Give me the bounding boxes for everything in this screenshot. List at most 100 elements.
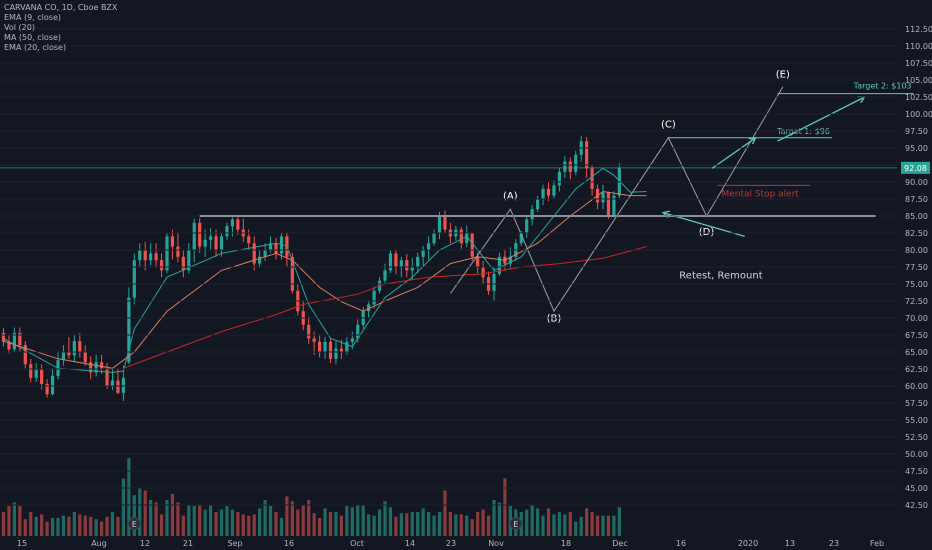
y-tick-label: 70.00: [905, 314, 928, 323]
volume-bar: [536, 508, 540, 536]
volume-bar: [318, 518, 322, 536]
x-tick-label: 2020: [738, 539, 758, 548]
candle-body: [132, 260, 136, 298]
candle-body: [7, 341, 11, 350]
earnings-marker: [509, 517, 523, 530]
wave-label: (C): [661, 120, 676, 131]
candle-body: [121, 377, 125, 393]
volume-bar: [307, 500, 311, 536]
earnings-marker-label: E: [513, 520, 518, 529]
volume-bar: [427, 512, 431, 536]
candle-body: [252, 243, 256, 264]
candle-body: [100, 362, 104, 369]
volume-bar: [198, 504, 202, 536]
candle-body: [367, 304, 371, 312]
volume-bar: [40, 514, 44, 536]
volume-bar: [497, 502, 502, 536]
volume-bar: [127, 458, 131, 536]
volume-bar: [274, 512, 278, 536]
candle-body: [470, 233, 474, 257]
candle-body: [394, 253, 398, 267]
symbol-title[interactable]: CARVANA CO, 1D, Cboe BZX: [4, 3, 118, 12]
candle-body: [574, 154, 578, 172]
volume-bar: [595, 515, 600, 536]
y-tick-label: 45.00: [905, 484, 928, 493]
volume-bar: [187, 504, 191, 536]
volume-bar: [361, 504, 365, 536]
x-tick-label: 12: [140, 539, 150, 548]
x-tick-label: Aug: [91, 539, 107, 548]
y-tick-label: 47.50: [905, 467, 928, 476]
volume-bar: [181, 515, 185, 536]
candle-body: [437, 216, 442, 233]
volume-bar: [56, 518, 60, 536]
candle-body: [536, 199, 540, 210]
volume-bar: [236, 512, 240, 536]
x-tick-label: 21: [183, 539, 193, 548]
wave-label: (B): [547, 313, 562, 324]
volume-bar: [23, 519, 27, 536]
candle-body: [606, 192, 611, 216]
legend-ma50[interactable]: MA (50, close): [4, 33, 62, 42]
candle-body: [497, 256, 502, 274]
y-tick-label: 77.50: [905, 263, 928, 272]
candle-body: [236, 219, 240, 230]
candle-body: [312, 338, 316, 342]
legend-volume[interactable]: Vol (20): [4, 23, 35, 32]
candle-body: [110, 380, 115, 386]
x-tick-label: 18: [561, 539, 571, 548]
legend-ema20[interactable]: EMA (20, close): [4, 43, 67, 52]
candle-body: [34, 369, 38, 378]
candle-body: [399, 260, 403, 267]
candle-body: [416, 256, 420, 267]
candle-body: [263, 250, 267, 257]
x-tick-label: 16: [284, 539, 294, 548]
ema20-line: [3, 190, 647, 369]
candle-body: [67, 352, 71, 356]
x-tick-label: Oct: [350, 539, 364, 548]
candle-body: [138, 250, 142, 261]
volume-bar: [465, 515, 469, 536]
legend-ema9[interactable]: EMA (9, close): [4, 13, 61, 22]
volume-bar: [541, 515, 545, 536]
volume-bar: [165, 500, 169, 536]
candle-body: [459, 229, 463, 244]
abcd-pattern-path: [449, 86, 784, 313]
y-tick-label: 90.00: [905, 178, 928, 187]
candle-body: [159, 260, 164, 271]
volume-bar: [312, 513, 316, 536]
volume-bar: [399, 513, 403, 536]
candle-body: [29, 364, 33, 378]
x-tick-label: 13: [785, 539, 795, 548]
y-tick-label: 95.00: [905, 144, 928, 153]
candle-body: [525, 219, 529, 233]
volume-bar: [323, 508, 327, 536]
volume-bar: [94, 519, 98, 536]
candle-body: [492, 273, 496, 291]
y-tick-label: 72.50: [905, 297, 928, 306]
volume-bar: [143, 490, 147, 536]
x-tick-label: 16: [676, 539, 686, 548]
candle-body: [432, 233, 436, 244]
candle-body: [230, 219, 234, 227]
volume-bar: [301, 504, 305, 536]
volume-bar: [203, 509, 207, 536]
volume-bar: [154, 502, 158, 536]
volume-bar: [209, 504, 213, 536]
volume-bar: [552, 514, 556, 536]
last-price-badge: [901, 161, 930, 174]
volume-bar: [454, 514, 458, 536]
volume-bar: [437, 512, 442, 536]
candle-body: [45, 383, 49, 395]
x-tick-label: 23: [446, 539, 456, 548]
x-tick-label: Sep: [227, 539, 242, 548]
arrow-target2: [777, 96, 865, 142]
candle-body: [590, 168, 594, 189]
volume-bar: [34, 516, 38, 536]
candle-body: [18, 332, 22, 346]
volume-bar: [192, 506, 196, 536]
y-tick-label: 62.50: [905, 365, 928, 374]
candle-body: [105, 368, 109, 386]
volume-bar: [585, 508, 589, 536]
